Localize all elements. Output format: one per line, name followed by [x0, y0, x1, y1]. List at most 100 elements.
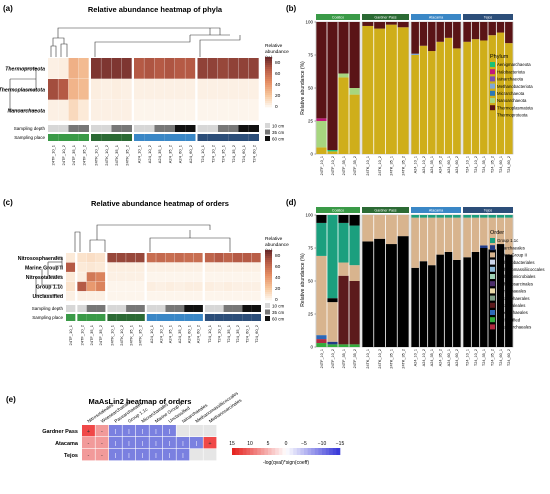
- legend-tick: 80: [275, 60, 281, 66]
- legend-swatch: [490, 112, 495, 118]
- legend-gradient-step: [265, 256, 272, 259]
- legend-gradient-step: [265, 258, 272, 261]
- heatmap-cell: [248, 100, 259, 121]
- maaslin-cell: [163, 449, 176, 461]
- legend-label: Nitrosotaleales: [497, 303, 525, 308]
- group-strip: [411, 14, 461, 20]
- legend-gradient-step: [265, 262, 272, 265]
- legend-tick: 20: [275, 286, 281, 292]
- legend-gradient-step: [265, 95, 272, 98]
- place-cell: [204, 314, 215, 321]
- panel-a-title: Relative abundance heatmap of phyla: [88, 5, 223, 14]
- heatmap-cell: [86, 291, 96, 301]
- cell-mark: -: [88, 453, 90, 459]
- bar-segment: [411, 53, 419, 55]
- sample-label: A24_10_2: [147, 144, 152, 163]
- legend-gradient-step: [265, 296, 272, 299]
- sample-label: 24TF_10_1: [51, 144, 56, 165]
- bar-segment: [338, 344, 349, 347]
- maaslin-cell: [122, 425, 136, 437]
- legend-gradient-step: [265, 288, 272, 291]
- heatmap-cell: [156, 253, 166, 263]
- bar-segment: [496, 217, 505, 245]
- cell-mark: |: [115, 429, 116, 435]
- panel-d-ylabel: Relative abundance (%): [300, 253, 306, 307]
- legend-label: Marine Group II: [497, 253, 527, 258]
- legend-gradient-step: [265, 89, 272, 92]
- legend-gradient-step: [260, 448, 265, 455]
- legend-swatch: [490, 288, 495, 294]
- legend-swatch: [490, 83, 495, 89]
- legend-swatch: [490, 98, 495, 103]
- heatmap-cell: [68, 58, 79, 79]
- bar-segment: [349, 215, 360, 226]
- heatmap-cell: [184, 291, 194, 301]
- legend-gradient-step: [265, 272, 272, 275]
- sample-label: T24_60_2: [507, 156, 511, 173]
- y-tick: 25: [308, 119, 314, 124]
- depth-cell: [175, 125, 186, 132]
- legend-gradient-step: [265, 250, 272, 253]
- heatmap-cell: [238, 79, 249, 100]
- legend-title: abundance: [265, 242, 289, 248]
- heatmap-cell: [86, 281, 96, 292]
- group-strip: [316, 207, 360, 213]
- legend-gradient-step: [265, 282, 272, 285]
- depth-cell: [214, 305, 224, 312]
- bar-segment: [316, 121, 327, 148]
- sample-label: T24_35_2: [490, 349, 494, 366]
- bar-segment: [463, 215, 471, 218]
- bar-segment: [349, 281, 360, 345]
- sample-label: T24_60_1: [499, 156, 503, 173]
- maaslin-cell: [176, 437, 190, 449]
- row-label: Atacama: [55, 441, 79, 447]
- bar-segment: [463, 257, 471, 347]
- maaslin-cell: [203, 425, 217, 437]
- legend-gradient-step: [311, 448, 316, 455]
- heatmap-cell: [204, 262, 214, 272]
- heatmap-cell: [146, 272, 156, 282]
- depth-cell: [134, 125, 145, 132]
- legend-gradient-step: [278, 448, 283, 455]
- y-tick: 50: [308, 86, 314, 91]
- heatmap-cell: [175, 100, 185, 121]
- heatmap-cell: [116, 291, 126, 301]
- heatmap-cell: [223, 291, 233, 301]
- legend-gradient-step: [257, 448, 262, 455]
- heatmap-cell: [174, 291, 184, 301]
- legend-label: Aenigmarchaeota: [497, 62, 531, 67]
- legend-gradient-step: [265, 91, 272, 94]
- cell-mark: |: [169, 441, 170, 447]
- panel-d: (d) Relative abundance (%) 100 75 50 25 0 Coa…: [286, 198, 545, 369]
- sample-label: A24_35_1: [168, 324, 173, 343]
- maaslin-cell: [163, 425, 176, 437]
- panel-a-row-labels: Thermoproteota Thermoplasmatota Nanoarchae…: [0, 67, 45, 115]
- legend-gradient-step: [242, 448, 247, 455]
- bar-segment: [374, 22, 386, 29]
- facet-border: [361, 214, 410, 348]
- dendrogram-branch: [94, 35, 191, 57]
- maaslin-cell: [203, 449, 217, 461]
- bar-segment: [385, 24, 397, 154]
- dendrogram-branch: [55, 256, 63, 267]
- y-tick: 0: [310, 345, 313, 350]
- legend-tick: 80: [275, 253, 281, 259]
- sample-label: 24TF_35_2: [353, 349, 357, 368]
- place-cell: [164, 134, 175, 141]
- heatmap-cell: [238, 58, 249, 79]
- sample-label: A24_35_2: [177, 324, 182, 343]
- y-tick: 100: [305, 213, 313, 218]
- legend-gradient-step: [265, 268, 272, 271]
- panel-c-tag: (c): [3, 198, 13, 207]
- legend-swatch: [490, 238, 495, 243]
- place-cell: [58, 134, 69, 141]
- heatmap-cell: [232, 253, 242, 263]
- sample-label: 24TF_35_1: [342, 156, 346, 175]
- group-strip: [463, 207, 513, 213]
- row-label: Tejos: [64, 453, 78, 459]
- depth-cell: [184, 305, 194, 312]
- panel-e: (e) MaAsLin2 heatmap of orders Nitrosota…: [6, 390, 344, 466]
- legend-label: Micrarchaeota: [497, 91, 525, 96]
